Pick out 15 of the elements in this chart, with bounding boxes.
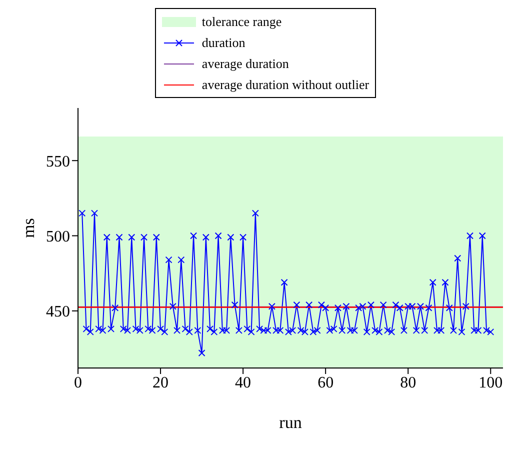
x-axis-title: run (279, 413, 302, 432)
x-tick-label: 0 (74, 374, 82, 392)
y-tick-label: 500 (46, 228, 70, 246)
legend-label: average duration without outlier (202, 76, 370, 92)
legend-label: tolerance range (202, 14, 282, 30)
x-tick-label: 60 (318, 374, 334, 392)
legend-label: average duration (202, 56, 289, 72)
x-tick-label: 20 (152, 374, 169, 392)
x-tick-label: 40 (235, 374, 252, 392)
legend-label: duration (202, 34, 246, 50)
x-tick-label: 100 (478, 374, 503, 392)
y-tick-label: 450 (46, 304, 70, 321)
x-tick-label: 80 (400, 374, 416, 392)
y-tick-label: 550 (46, 153, 70, 170)
y-axis-title: ms (19, 218, 38, 238)
